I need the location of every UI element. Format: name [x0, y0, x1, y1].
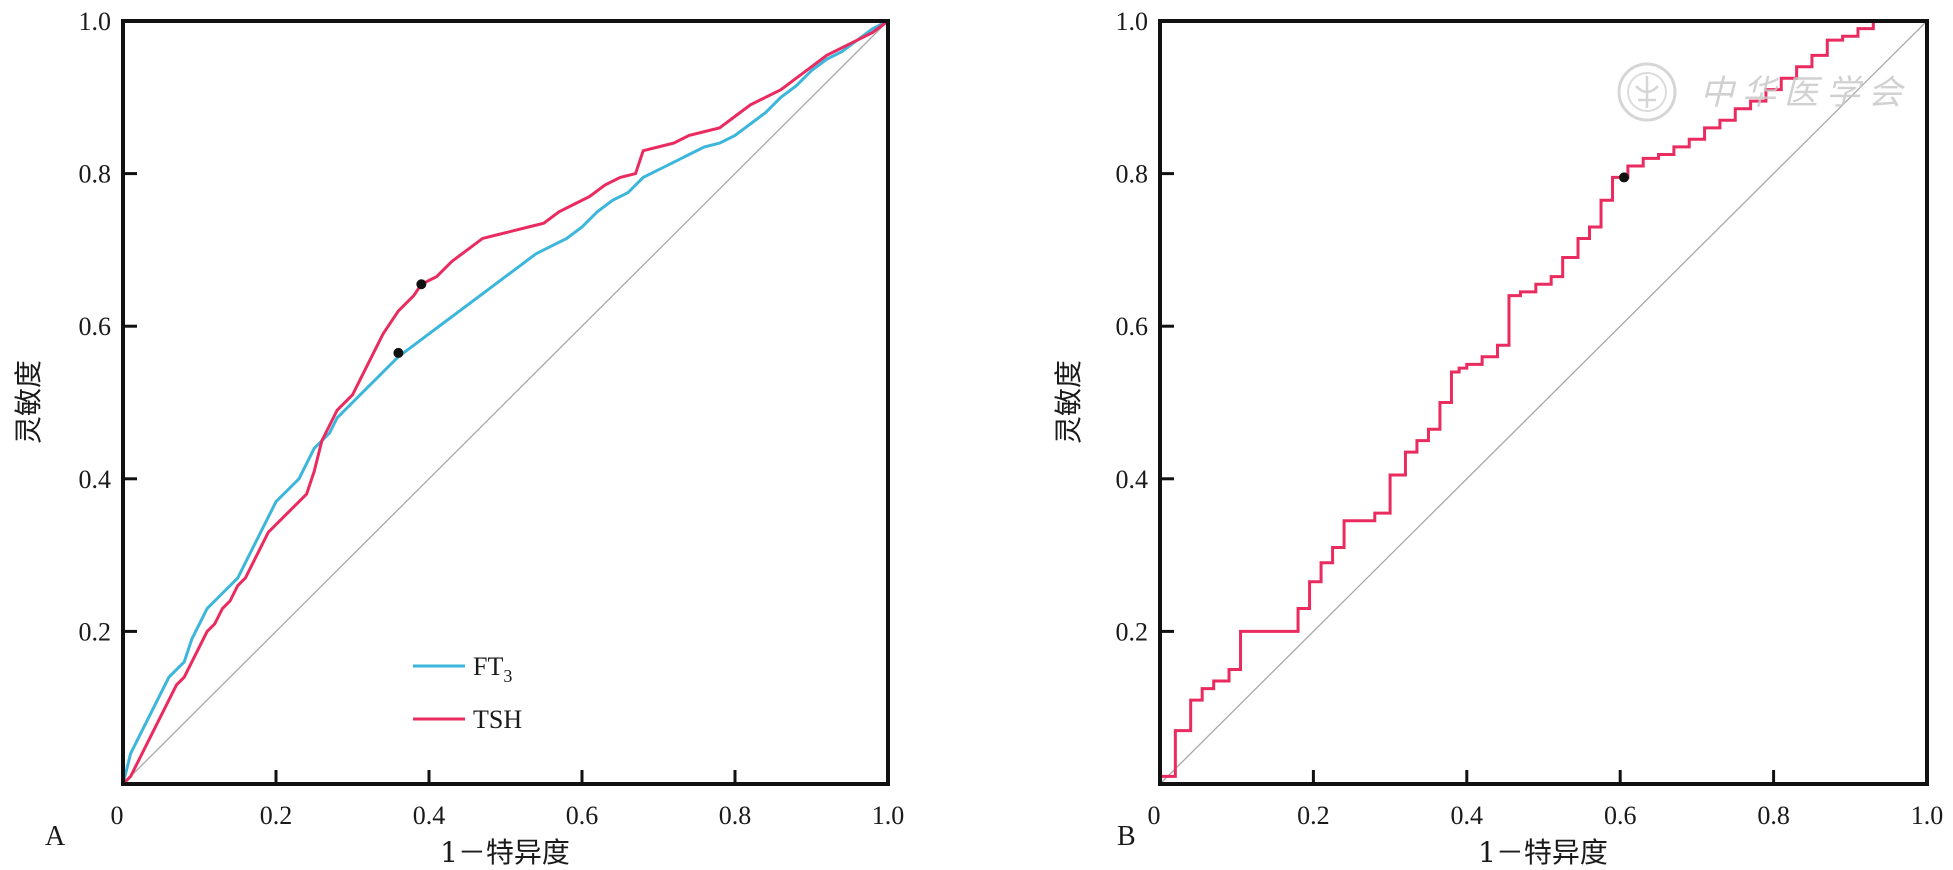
y-tick-label: 0.8 — [1116, 160, 1149, 189]
roc-panel-a: 0 0.2 0.4 0.6 0.8 1.0 0.2 0.4 0.6 0.8 1.0 1－特异度 灵敏度 A… — [12, 7, 904, 869]
watermark-text: 中华医学会 — [1700, 73, 1910, 113]
watermark-seal-icon — [1617, 62, 1677, 122]
x-axis-title: 1－特异度 — [1478, 836, 1608, 869]
legend-subscript: 3 — [503, 666, 512, 686]
y-tick-label: 0.8 — [79, 160, 112, 189]
legend-label-tsh: TSH — [473, 705, 522, 734]
reference-diagonal — [1159, 20, 1928, 785]
y-axis-title: 灵敏度 — [12, 360, 45, 444]
x-tick-label: 0.8 — [719, 801, 752, 830]
x-tick-label: 1.0 — [872, 801, 905, 830]
legend-label-ft3: FT3 — [473, 652, 512, 686]
y-tick-label: 0.6 — [79, 312, 112, 341]
x-tick-label: 0.4 — [413, 801, 446, 830]
legend: FT3 TSH — [413, 652, 522, 734]
x-tick-label: 0 — [1148, 801, 1161, 830]
roc-curve-tsh — [121, 19, 889, 786]
cutoff-point-ft3 — [393, 347, 404, 358]
y-axis-title: 灵敏度 — [1052, 360, 1085, 444]
x-tick-label: 0.8 — [1757, 801, 1790, 830]
x-tick-label: 0 — [111, 801, 124, 830]
plot-frame — [121, 19, 890, 786]
reference-diagonal — [122, 20, 889, 785]
x-tick-label: 0.6 — [1604, 801, 1637, 830]
x-tick-label: 0.2 — [260, 801, 293, 830]
x-tick-label: 0.4 — [1451, 801, 1484, 830]
x-tick-label: 0.6 — [566, 801, 599, 830]
watermark-seal-inner — [1627, 72, 1667, 112]
panel-label: B — [1117, 821, 1136, 852]
watermark-seal-emblem — [1635, 76, 1659, 108]
y-tick-label: 0.4 — [79, 465, 112, 494]
y-tick-label: 0.2 — [1116, 617, 1149, 646]
roc-curve-series-1 — [1158, 19, 1927, 784]
roc-curve-ft3 — [121, 19, 889, 785]
panel-label: A — [45, 821, 66, 852]
y-tick-label: 1.0 — [1116, 7, 1149, 36]
plot-frame — [1158, 19, 1929, 786]
cutoff-point-1 — [1619, 172, 1630, 183]
watermark-logo: 中华医学会 — [1617, 62, 1910, 122]
y-tick-label: 0.2 — [79, 617, 112, 646]
x-tick-label: 1.0 — [1911, 801, 1944, 830]
x-tick-label: 0.2 — [1297, 801, 1330, 830]
x-axis-title: 1－特异度 — [440, 836, 570, 869]
y-tick-label: 0.4 — [1116, 465, 1149, 494]
y-tick-label: 0.6 — [1116, 312, 1149, 341]
roc-panel-b: 0 0.2 0.4 0.6 0.8 1.0 0.2 0.4 0.6 0.8 1.0 1－特异度 灵敏度 B — [1052, 7, 1943, 869]
cutoff-point-tsh — [416, 279, 427, 290]
y-tick-label: 1.0 — [79, 7, 112, 36]
